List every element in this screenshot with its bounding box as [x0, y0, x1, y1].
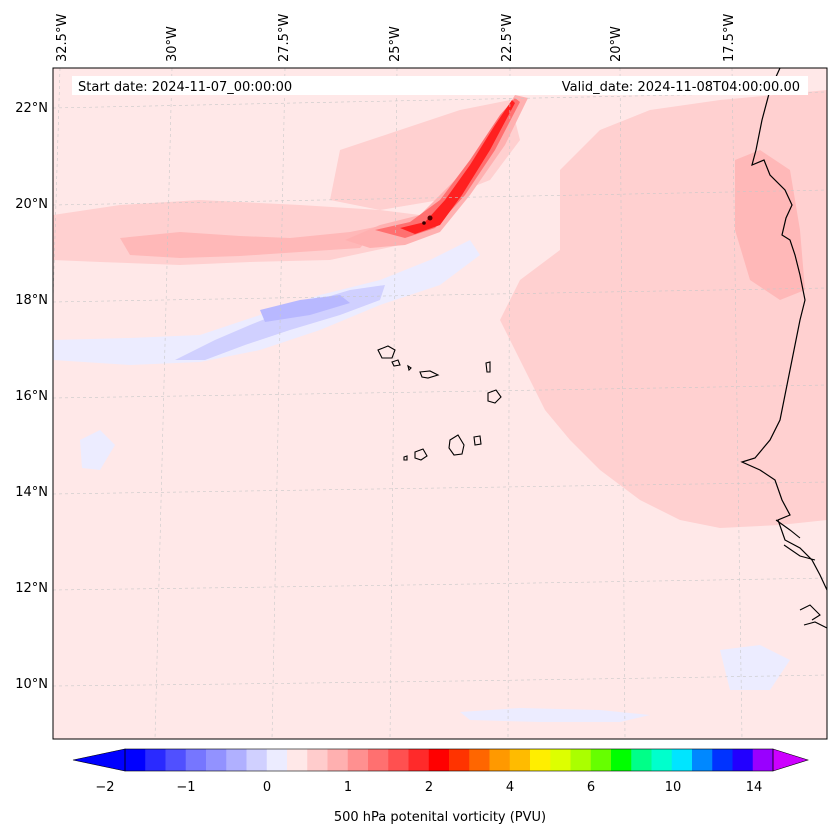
date-banner [72, 76, 808, 95]
colorbar-cell [692, 749, 713, 771]
colorbar-cell [327, 749, 349, 771]
lat-label: 14°N [15, 485, 48, 500]
colorbar-label: 500 hPa potenital vorticity (PVU) [334, 810, 546, 825]
lat-label: 10°N [15, 677, 48, 692]
colorbar-cell [449, 749, 470, 771]
colorbar-cell [246, 749, 268, 771]
lat-label: 18°N [15, 293, 48, 308]
gridlines [53, 68, 827, 739]
africa-coastline-inlet [775, 519, 827, 629]
colorbar-cell [570, 749, 592, 771]
colorbar-tick-label: 1 [344, 780, 352, 795]
lat-label: 16°N [15, 389, 48, 404]
colorbar-tick-label: 10 [665, 780, 682, 795]
lon-label: 17.5°W [722, 14, 737, 62]
colorbar-cell [530, 749, 551, 771]
pv-streamer-core [400, 100, 515, 234]
colorbar-cell [489, 749, 511, 771]
colorbar-cell [347, 749, 369, 771]
colorbar-cell [388, 749, 409, 771]
colorbar-cell [752, 749, 774, 771]
colorbar-cell [671, 749, 693, 771]
negative-pv-band [53, 240, 480, 365]
lon-label: 20°W [609, 26, 624, 62]
lon-label: 22.5°W [500, 14, 515, 62]
colorbar-cell [287, 749, 308, 771]
colorbar: −2 −1 0 1 2 4 6 10 14 500 hPa potenital … [72, 748, 810, 825]
colorbar-cell [590, 749, 612, 771]
cape-verde-islands [377, 345, 502, 461]
negative-pv-core-2 [260, 295, 350, 322]
colorbar-cell [651, 749, 673, 771]
longitude-labels: 32.5°W 30°W 27.5°W 25°W 22.5°W 20°W 17.5… [55, 14, 737, 62]
start-date-label: Start date: 2024-11-07_00:00:00 [78, 80, 292, 95]
colorbar-cell [165, 749, 187, 771]
colorbar-cell [509, 749, 531, 771]
lon-label: 32.5°W [55, 14, 70, 62]
colorbar-cells [125, 749, 774, 771]
colorbar-cell [226, 749, 247, 771]
valid-date-label: Valid_date: 2024-11-08T04:00:00.00 [562, 80, 800, 95]
colorbar-cell [408, 749, 430, 771]
pv-maximum-dot [422, 221, 426, 225]
colorbar-cell [550, 749, 571, 771]
negative-pv-patch-west [80, 430, 115, 470]
colorbar-cell [185, 749, 207, 771]
colorbar-cell [145, 749, 166, 771]
colorbar-tick-label: 4 [506, 780, 514, 795]
colorbar-cell [469, 749, 490, 771]
map-frame [52, 67, 828, 740]
colorbar-ticks: −2 −1 0 1 2 4 6 10 14 [95, 780, 762, 795]
western-pv-band-inner [120, 226, 380, 258]
map-area [53, 68, 827, 739]
lat-label: 20°N [15, 197, 48, 212]
colorbar-tick-label: 0 [263, 780, 271, 795]
colorbar-tick-label: 6 [587, 780, 595, 795]
negative-pv-patch-east [720, 645, 790, 690]
colorbar-cell [631, 749, 652, 771]
colorbar-tick-label: −1 [176, 780, 195, 795]
colorbar-tick-label: −2 [95, 780, 114, 795]
colorbar-cell [368, 749, 389, 771]
pv-maximum-dot [427, 215, 433, 221]
colorbar-tick-label: 2 [425, 780, 433, 795]
lon-label: 30°W [165, 26, 180, 62]
colorbar-frame [124, 748, 774, 772]
africa-pv-patch [735, 150, 805, 300]
colorbar-cell [428, 749, 450, 771]
negative-pv-patch-south [460, 708, 650, 722]
lat-label: 12°N [15, 581, 48, 596]
colorbar-cell [712, 749, 733, 771]
latitude-labels: 22°N 20°N 18°N 16°N 14°N 12°N 10°N [15, 101, 48, 692]
colorbar-cell [611, 749, 632, 771]
lon-label: 27.5°W [277, 14, 292, 62]
colorbar-tick-label: 14 [746, 780, 763, 795]
colorbar-over-arrow [772, 748, 810, 772]
lon-label: 25°W [388, 26, 403, 62]
colorbar-under-arrow [72, 748, 126, 772]
lat-label: 22°N [15, 101, 48, 116]
colorbar-cell [206, 749, 227, 771]
colorbar-cell [125, 749, 146, 771]
colorbar-cell [266, 749, 288, 771]
colorbar-cell [307, 749, 328, 771]
colorbar-cell [732, 749, 754, 771]
africa-coastline [740, 68, 827, 591]
